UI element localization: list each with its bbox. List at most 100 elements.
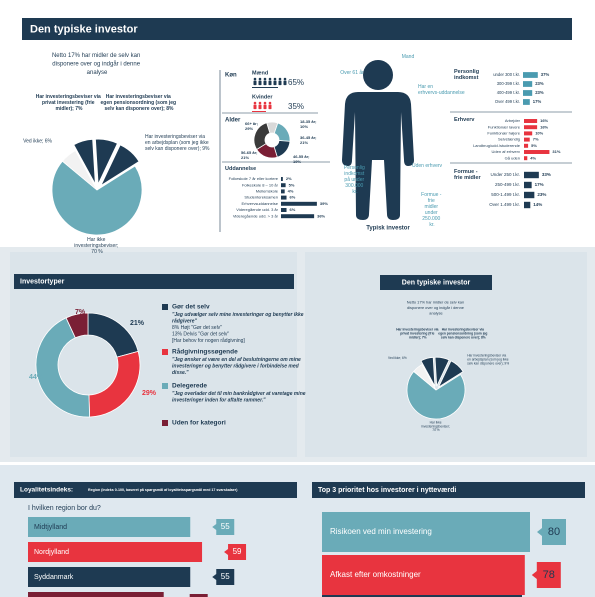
bar-label: Funktionær lavere [488,124,521,129]
bar-label: Syddanmark [34,574,74,581]
bar-value: 16% [540,124,548,129]
person-icon [268,104,272,110]
pie-label: Har ikke investeringsbeviser; 70 % [421,420,451,432]
value-box [212,519,235,535]
segment-pct: 29% [142,390,157,397]
legend-note: [Har behov for nogen rådgivning] [172,337,245,344]
section-title: Uddannelse [225,166,256,172]
bar [524,201,531,209]
bar [524,191,535,199]
bar-label: Studentereksamen [244,195,278,200]
pie-slice [437,360,464,389]
bar-value: 59 [233,547,242,556]
bar-label: 500-1.499 t.kr. [491,192,520,197]
title-bar [22,18,572,40]
gender-mark [252,87,278,88]
bar-label: Funktionær højere [487,130,520,135]
person-icon [253,104,257,110]
person-icon [258,104,262,110]
value-box [212,569,235,585]
pie-slice [65,312,89,339]
pie-label: Ved ikke; 6% [23,138,52,144]
bar-label: Nordjylland [34,549,69,556]
bar [322,555,525,595]
person-icon [273,77,277,81]
person-icon [283,80,287,86]
gender-value: 35% [288,102,304,111]
section-bar [14,274,294,289]
gender-label: Kvinder [252,94,273,100]
person-label: Formue - frie midler under 250.000 kr. [421,192,443,228]
legend-label: Rådgivningssøgende [172,348,238,356]
bar-label: Afkast efter omkostninger [330,570,421,579]
bar [523,81,533,87]
bar [523,90,533,96]
bar-label: Gå uden [505,155,520,160]
section-title: Formue - frie midler [454,169,481,181]
bar-value: 5% [289,182,295,187]
age-label: 18-35 år; 10% [300,119,318,129]
pie-slice [413,364,437,391]
section-title: Top 3 prioritet hos investorer i nyttevæ… [318,487,456,494]
bar-value: 4% [530,155,536,160]
person-icon [253,77,257,81]
bar [524,119,538,123]
person-label: Over 61 år [340,69,364,76]
pie-slice [253,122,271,150]
person-label: Har en erhvervs-uddannelse [418,84,465,96]
pie-slice [35,317,91,418]
section-subtitle: Region (Indeks 0-100, baseret på spørgsm… [88,488,238,492]
value-box [531,562,561,588]
bar [524,143,529,148]
bar-value: 16% [540,118,548,123]
pie-slice [73,138,96,185]
pie-label: Har investeringsbeviser via en arbejdspl… [145,134,210,152]
pie-slice [434,356,450,387]
bar-value: 37% [541,72,550,77]
pie-label: Har investeringsbeviser via egen pension… [438,327,488,339]
legend-swatch [162,304,168,310]
section-title: Loyalitetsindeks: [20,487,73,494]
pie-label: Ved ikke; 6% [388,356,407,360]
bar-label: Folkeskole 8 – 10 år [242,182,279,187]
bar-value: 10% [535,130,543,135]
section-title: Den typiske investor [402,279,471,286]
bar [524,150,550,154]
bar [281,195,287,200]
bar-value: 2% [286,176,292,181]
person-icon [278,77,282,81]
bar-value: 5% [531,143,537,148]
legend-swatch [162,383,168,389]
person-icon [263,104,267,110]
section-title: Alder [225,118,241,124]
age-label: 46-55 år; 19% [293,154,311,164]
title: Den typiske investor [30,23,138,35]
bar-value: 7% [533,137,539,142]
legend-note: "Jeg udvælger selv mine investeringer og… [172,312,305,325]
bar [281,189,285,194]
legend-label: Delegerede [172,383,207,390]
person-icon [263,80,267,86]
section-bar [312,482,585,498]
bar-value: 17% [535,182,544,187]
bar-value: 31% [552,149,560,154]
bar-value: 36% [317,213,325,218]
pie-label: Har investeringsbeviser via egen pension… [101,94,178,112]
bar [281,183,286,188]
bar-label: Uden af erhverv [492,149,520,154]
person-icon [253,101,257,105]
bar-label: 250-499 t.kr. [495,182,520,187]
bar-label: 300-399 t.kr. [497,81,520,86]
person-icon [258,101,262,105]
bar-label: Midtjylland [34,524,67,531]
legend-label: Uden for kategori [172,420,226,427]
person-label: Uden erhverv [412,163,443,169]
bar-value: 14% [533,202,542,207]
pie-intro: Netto 17% har midler de selv kan dispone… [407,299,465,315]
bar-label: Risikoen ved min investering [330,527,432,536]
pie-label: Har investeringsbeviser via privat inves… [396,327,439,339]
pie-slice [406,370,466,420]
person-label: Mand [402,54,415,60]
